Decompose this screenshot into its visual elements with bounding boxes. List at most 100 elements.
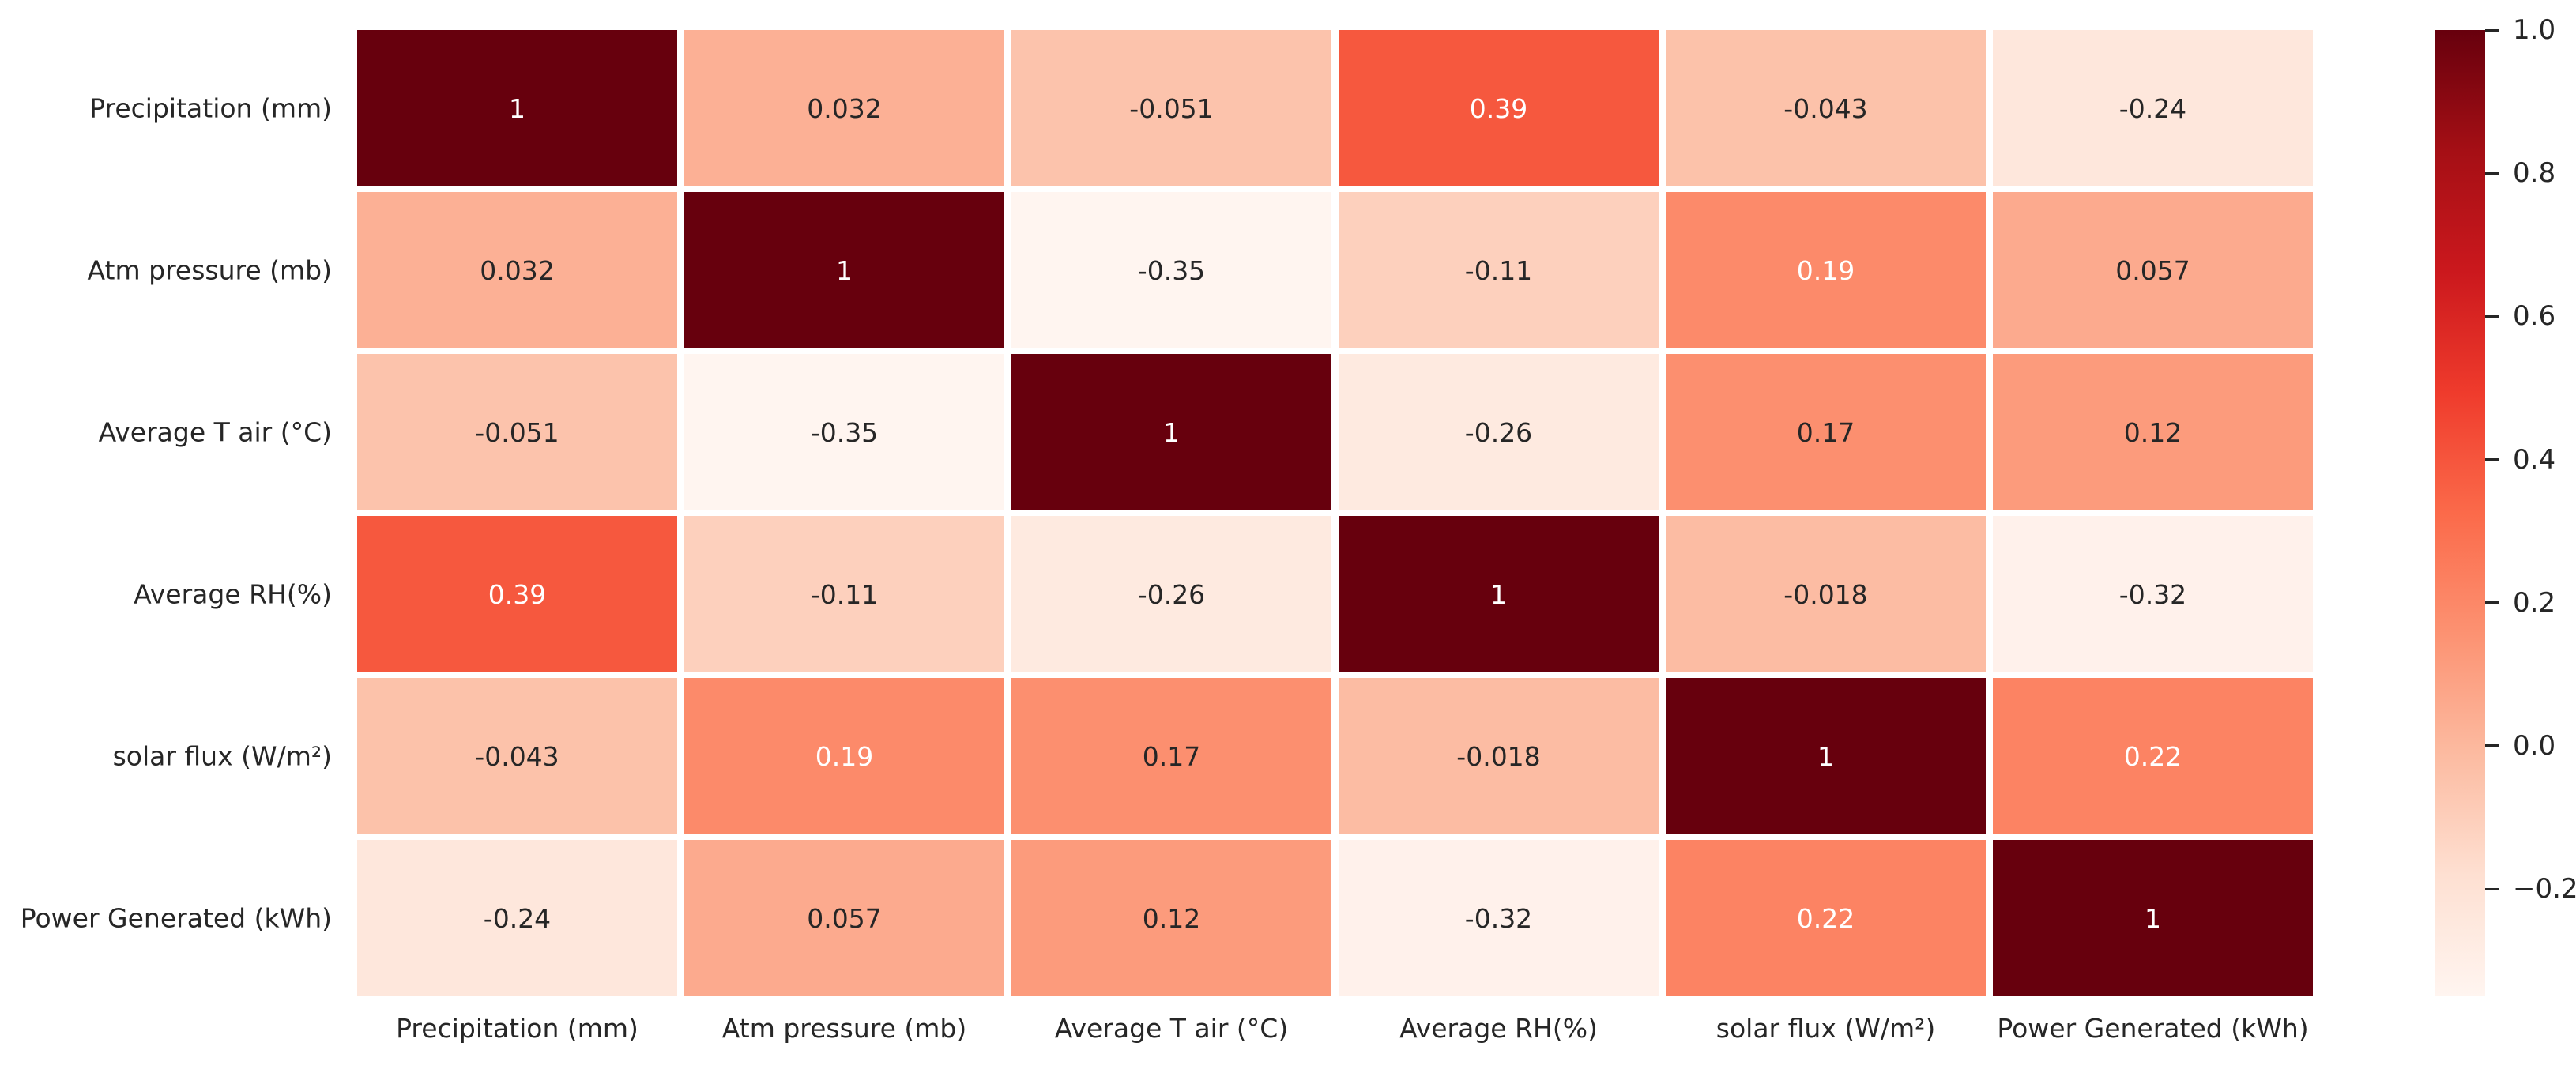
- cell-value: -0.018: [1783, 578, 1868, 610]
- heatmap-cell: -0.11: [1339, 192, 1659, 348]
- heatmap-cell: -0.32: [1993, 516, 2313, 672]
- cell-value: 0.057: [807, 902, 882, 934]
- cell-value: -0.043: [1783, 92, 1868, 124]
- heatmap-cell: 0.032: [684, 30, 1004, 186]
- heatmap-cell: 0.19: [1666, 192, 1986, 348]
- cell-value: 1: [509, 92, 525, 124]
- colorbar-tick-label: 0.4: [2513, 443, 2556, 476]
- heatmap-cell: -0.051: [1011, 30, 1331, 186]
- heatmap-cell: -0.043: [1666, 30, 1986, 186]
- cell-value: 0.22: [2123, 740, 2182, 772]
- colorbar-tick-mark: [2485, 171, 2499, 175]
- cell-value: 0.12: [1142, 902, 1201, 934]
- colorbar-gradient: [2435, 30, 2485, 996]
- x-axis-label: Atm pressure (mb): [721, 1013, 967, 1044]
- heatmap-cell: -0.35: [684, 354, 1004, 510]
- cell-value: 0.17: [1796, 416, 1855, 448]
- colorbar-tick-mark: [2485, 314, 2499, 318]
- cell-value: -0.26: [1137, 578, 1206, 610]
- cell-value: 0.17: [1142, 740, 1201, 772]
- cell-value: 0.057: [2115, 254, 2190, 286]
- heatmap-cell: 1: [1993, 840, 2313, 996]
- cell-value: 1: [2145, 902, 2161, 934]
- colorbar-tick-mark: [2485, 601, 2499, 604]
- heatmap-cell: -0.018: [1339, 678, 1659, 834]
- colorbar-tick-label: 0.8: [2513, 157, 2556, 190]
- cell-value: 0.19: [1796, 254, 1855, 286]
- x-axis-label: Average RH(%): [1399, 1013, 1598, 1044]
- heatmap-cell: 0.057: [1993, 192, 2313, 348]
- cell-value: -0.018: [1456, 740, 1541, 772]
- cell-value: -0.051: [475, 416, 559, 448]
- heatmap-grid: 1 0.032 -0.051 0.39 -0.043 -0.24 0.032 1 -0.35 -0…: [357, 30, 2313, 996]
- x-axis-label: Precipitation (mm): [396, 1013, 638, 1044]
- heatmap-cell: 1: [1666, 678, 1986, 834]
- colorbar-tick-label: 1.0: [2513, 14, 2556, 46]
- heatmap-cell: -0.051: [357, 354, 677, 510]
- cell-value: 1: [1817, 740, 1834, 772]
- heatmap-cell: 1: [1339, 516, 1659, 672]
- heatmap-cell: 1: [1011, 354, 1331, 510]
- heatmap-cell: -0.24: [357, 840, 677, 996]
- heatmap-cell: -0.018: [1666, 516, 1986, 672]
- cell-value: 0.39: [1469, 92, 1528, 124]
- heatmap-cell: 0.19: [684, 678, 1004, 834]
- heatmap-cell: -0.32: [1339, 840, 1659, 996]
- cell-value: 0.39: [488, 578, 547, 610]
- cell-value: -0.24: [2118, 92, 2187, 124]
- x-axis-label: solar flux (W/m²): [1715, 1013, 1936, 1044]
- y-axis-label: Average T air (°C): [98, 416, 332, 448]
- colorbar-tick-label: 0.0: [2513, 729, 2556, 762]
- cell-value: 1: [836, 254, 853, 286]
- cell-value: 1: [1490, 578, 1507, 610]
- heatmap-cell: 0.17: [1011, 678, 1331, 834]
- heatmap-cell: 1: [357, 30, 677, 186]
- cell-value: -0.051: [1129, 92, 1214, 124]
- cell-value: -0.32: [1464, 902, 1533, 934]
- y-axis-label: Average RH(%): [134, 578, 332, 610]
- cell-value: -0.35: [1137, 254, 1206, 286]
- y-axis-label: Atm pressure (mb): [87, 254, 332, 286]
- cell-value: -0.32: [2118, 578, 2187, 610]
- heatmap-cell: -0.26: [1339, 354, 1659, 510]
- heatmap-cell: 0.22: [1666, 840, 1986, 996]
- colorbar-tick-mark: [2485, 28, 2499, 32]
- heatmap-cell: 0.39: [1339, 30, 1659, 186]
- x-axis-label: Power Generated (kWh): [1997, 1013, 2309, 1044]
- y-axis-label: solar flux (W/m²): [112, 740, 332, 772]
- cell-value: 0.032: [807, 92, 882, 124]
- y-axis-label: Precipitation (mm): [89, 92, 332, 124]
- cell-value: 0.032: [480, 254, 555, 286]
- heatmap-cell: -0.26: [1011, 516, 1331, 672]
- heatmap-cell: -0.24: [1993, 30, 2313, 186]
- cell-value: 0.19: [815, 740, 874, 772]
- heatmap-cell: 0.17: [1666, 354, 1986, 510]
- heatmap-cell: 1: [684, 192, 1004, 348]
- heatmap-cell: 0.057: [684, 840, 1004, 996]
- heatmap-cell: 0.12: [1011, 840, 1331, 996]
- heatmap-cell: 0.032: [357, 192, 677, 348]
- heatmap-cell: 0.12: [1993, 354, 2313, 510]
- heatmap-cell: -0.11: [684, 516, 1004, 672]
- colorbar-tick-mark: [2485, 887, 2499, 890]
- colorbar-tick-mark: [2485, 458, 2499, 461]
- cell-value: -0.11: [810, 578, 879, 610]
- cell-value: -0.35: [810, 416, 879, 448]
- colorbar-tick-label: −0.2: [2513, 873, 2576, 905]
- heatmap-cell: -0.043: [357, 678, 677, 834]
- colorbar-tick-label: 0.2: [2513, 586, 2556, 619]
- cell-value: 0.12: [2123, 416, 2182, 448]
- cell-value: 0.22: [1796, 902, 1855, 934]
- colorbar-tick-mark: [2485, 744, 2499, 747]
- colorbar-tick-label: 0.6: [2513, 300, 2556, 333]
- heatmap-cell: 0.22: [1993, 678, 2313, 834]
- heatmap-cell: 0.39: [357, 516, 677, 672]
- cell-value: -0.26: [1464, 416, 1533, 448]
- y-axis-label: Power Generated (kWh): [20, 902, 332, 934]
- cell-value: 1: [1163, 416, 1180, 448]
- cell-value: -0.043: [475, 740, 559, 772]
- heatmap-cell: -0.35: [1011, 192, 1331, 348]
- x-axis-label: Average T air (°C): [1054, 1013, 1289, 1044]
